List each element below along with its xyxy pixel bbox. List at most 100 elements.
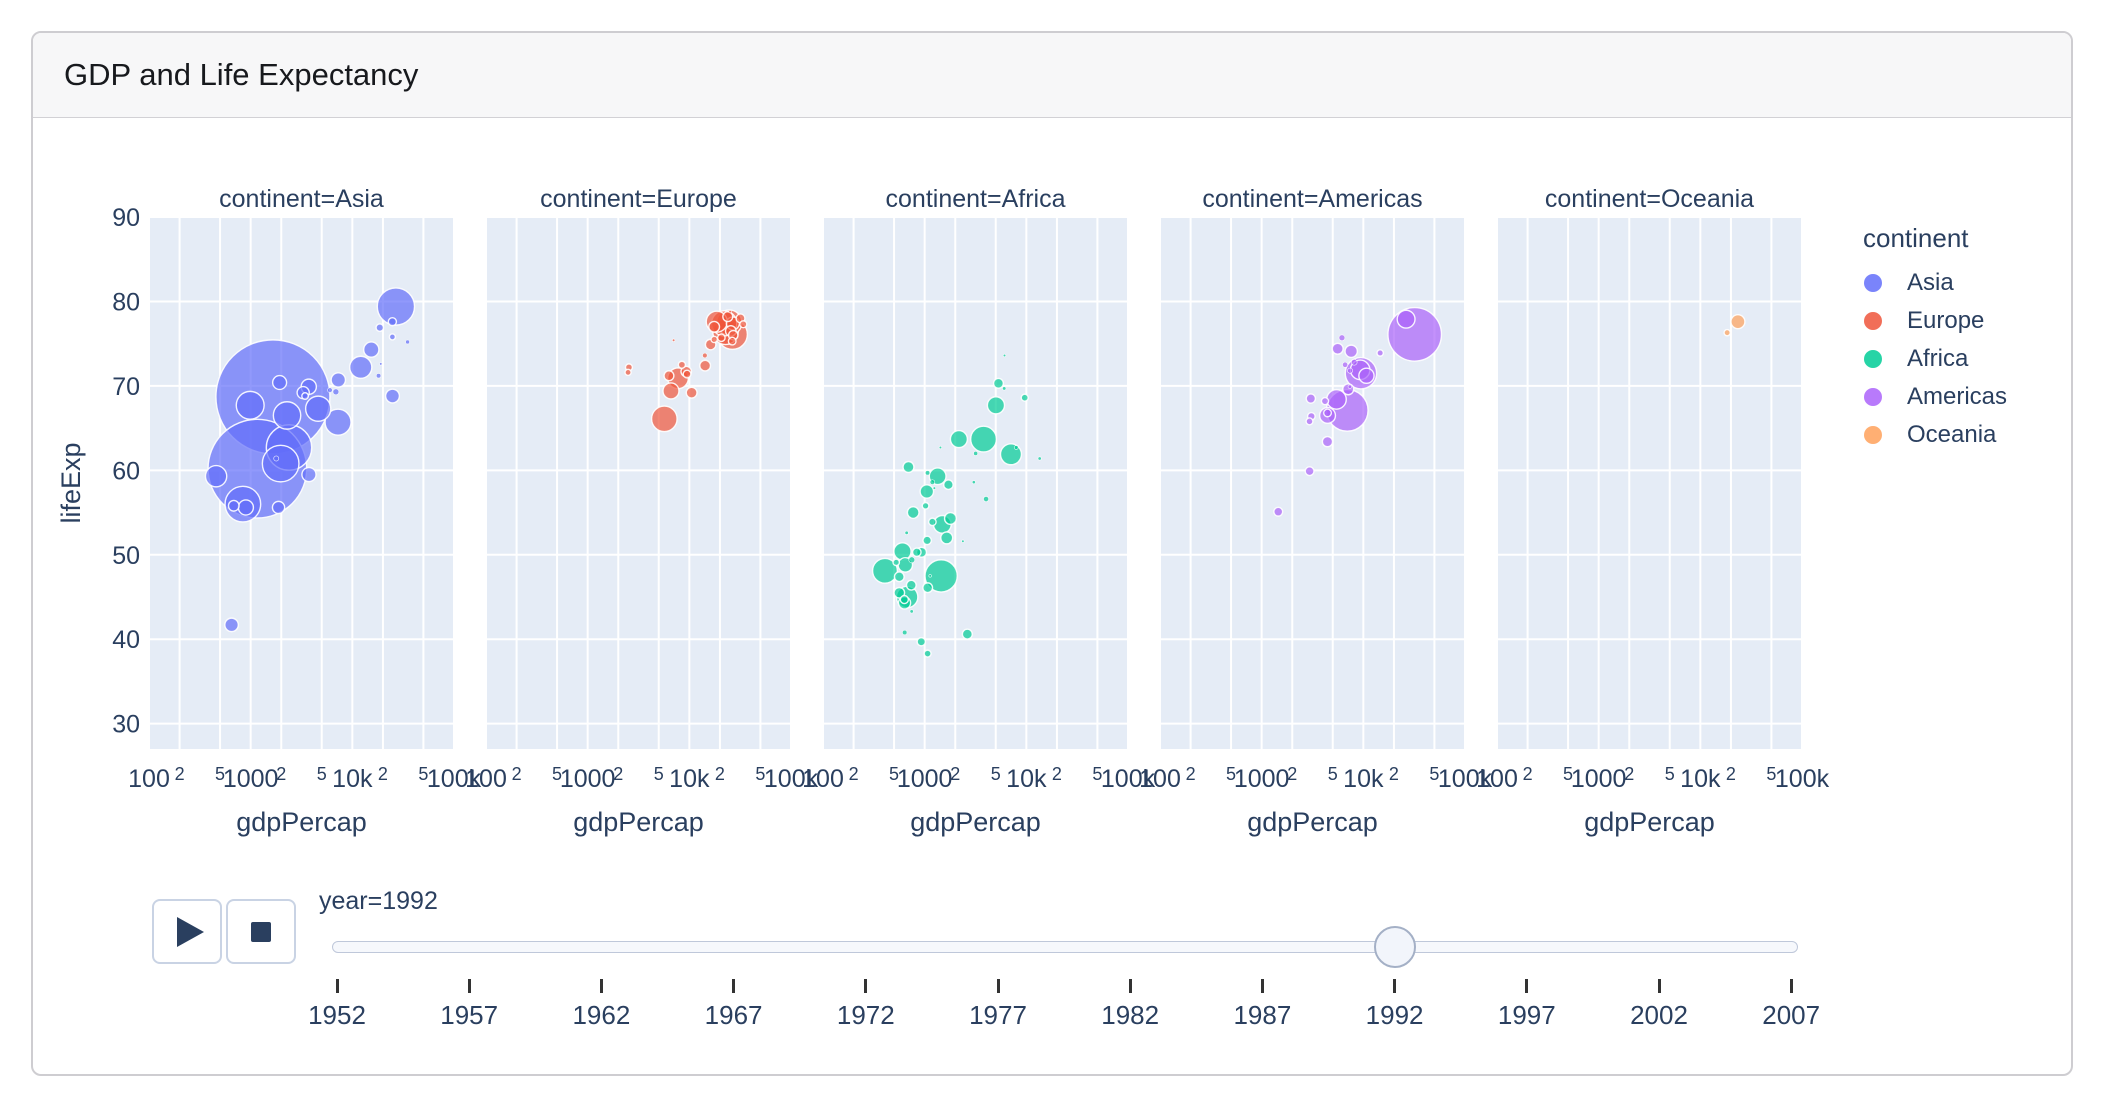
data-point [330, 372, 347, 388]
x-axis-title: gdpPercap [1247, 807, 1378, 837]
legend-item-europe[interactable]: Europe [1863, 302, 2063, 340]
plot-area[interactable] [1497, 217, 1802, 749]
facet-title: continent=Americas [1202, 185, 1422, 213]
x-tick-label: 5 [552, 764, 562, 784]
page-title: GDP and Life Expectancy [64, 57, 419, 92]
legend-item-africa[interactable]: Africa [1863, 340, 2063, 378]
x-tick-label: 10k [1006, 765, 1047, 793]
x-tick-label: 5 [317, 764, 327, 784]
data-point [301, 392, 310, 401]
legend-item-oceania[interactable]: Oceania [1863, 416, 2063, 454]
data-point [224, 617, 240, 633]
data-point [387, 316, 398, 327]
x-tick-label: 1000 [560, 765, 616, 793]
y-tick-label: 90 [112, 204, 140, 232]
data-point [663, 370, 675, 382]
legend-item-label: Oceania [1907, 421, 1997, 448]
x-tick-label: 2 [849, 764, 859, 784]
slider-step-1987[interactable]: 1987 [1233, 1000, 1292, 1030]
y-tick-label: 60 [112, 457, 140, 485]
play-button[interactable] [152, 899, 222, 964]
year-slider-track[interactable] [332, 941, 1798, 953]
data-point [904, 530, 909, 535]
data-point [1304, 466, 1315, 477]
legend-item-label: Europe [1907, 307, 1985, 334]
data-point [971, 480, 976, 485]
x-tick-label: 5 [889, 764, 899, 784]
slider-step-1982[interactable]: 1982 [1101, 1000, 1160, 1030]
data-point [708, 320, 721, 333]
slider-step-1977[interactable]: 1977 [969, 1000, 1027, 1030]
x-tick-label: 5 [1328, 764, 1338, 784]
data-point [940, 531, 954, 545]
x-tick-label: 1000 [1571, 765, 1627, 793]
data-point [237, 499, 255, 516]
data-point [949, 429, 969, 449]
data-point [921, 501, 930, 510]
data-point [227, 499, 240, 512]
data-point [923, 649, 932, 658]
data-point [624, 368, 632, 377]
slider-step-1972[interactable]: 1972 [836, 1000, 895, 1030]
legend-item-asia[interactable]: Asia [1863, 264, 2063, 302]
data-point [376, 287, 416, 326]
data-point [1020, 393, 1029, 402]
slider-tick [1657, 979, 1661, 993]
data-point [1273, 506, 1284, 517]
data-point [327, 387, 333, 393]
facet-asia [148, 216, 456, 749]
facet-title: continent=Europe [540, 185, 737, 213]
x-tick-label: 5 [1429, 764, 1439, 784]
x-tick-label: 5 [1766, 764, 1776, 784]
slider-step-1997[interactable]: 1997 [1497, 1000, 1556, 1030]
data-point [938, 445, 943, 450]
data-point [677, 360, 687, 370]
slider-tick [864, 979, 868, 993]
slider-step-1962[interactable]: 1962 [572, 1000, 631, 1030]
data-point [727, 336, 737, 346]
legend-item-americas[interactable]: Americas [1863, 378, 2063, 416]
data-point [1376, 349, 1385, 357]
legend-marker-icon [1864, 274, 1882, 292]
data-point [924, 559, 958, 593]
slider-step-2007[interactable]: 2007 [1762, 1000, 1821, 1030]
data-point [908, 556, 916, 564]
legend-title: continent [1863, 223, 1969, 253]
slider-step-2002[interactable]: 2002 [1630, 1000, 1688, 1030]
data-point [273, 455, 280, 462]
slider-step-1957[interactable]: 1957 [440, 1000, 499, 1030]
x-axis-title: gdpPercap [236, 807, 367, 837]
x-tick-label: 1000 [897, 765, 953, 793]
x-tick-label: 2 [1186, 764, 1196, 784]
data-point [1723, 328, 1731, 337]
x-tick-label: 5 [654, 764, 664, 784]
data-point [1305, 393, 1317, 404]
data-point [699, 359, 712, 372]
x-tick-label: 2 [378, 764, 388, 784]
stop-button[interactable] [226, 899, 296, 964]
data-point [1338, 334, 1346, 342]
data-point [871, 557, 899, 584]
x-tick-label: 5 [215, 764, 225, 784]
data-point [710, 335, 719, 344]
data-point [1037, 456, 1042, 461]
year-slider-handle[interactable] [1373, 926, 1416, 968]
plot-area[interactable] [486, 217, 791, 749]
data-point [272, 401, 302, 430]
x-tick-label: 2 [950, 764, 960, 784]
plot-area[interactable] [1160, 217, 1465, 749]
data-point [1347, 384, 1352, 389]
x-tick-label: 100 [465, 765, 507, 793]
x-tick-label: 10k [1343, 765, 1384, 793]
legend-marker-icon [1864, 388, 1882, 406]
data-point [388, 333, 397, 341]
slider-tick [996, 979, 1000, 993]
slider-step-1992[interactable]: 1992 [1365, 1000, 1424, 1030]
data-point [1321, 435, 1334, 448]
data-point [362, 341, 380, 358]
legend-marker-icon [1864, 312, 1882, 330]
slider-step-1967[interactable]: 1967 [704, 1000, 763, 1030]
data-point [928, 574, 932, 578]
data-point [911, 547, 922, 558]
slider-step-1952[interactable]: 1952 [308, 1000, 366, 1030]
